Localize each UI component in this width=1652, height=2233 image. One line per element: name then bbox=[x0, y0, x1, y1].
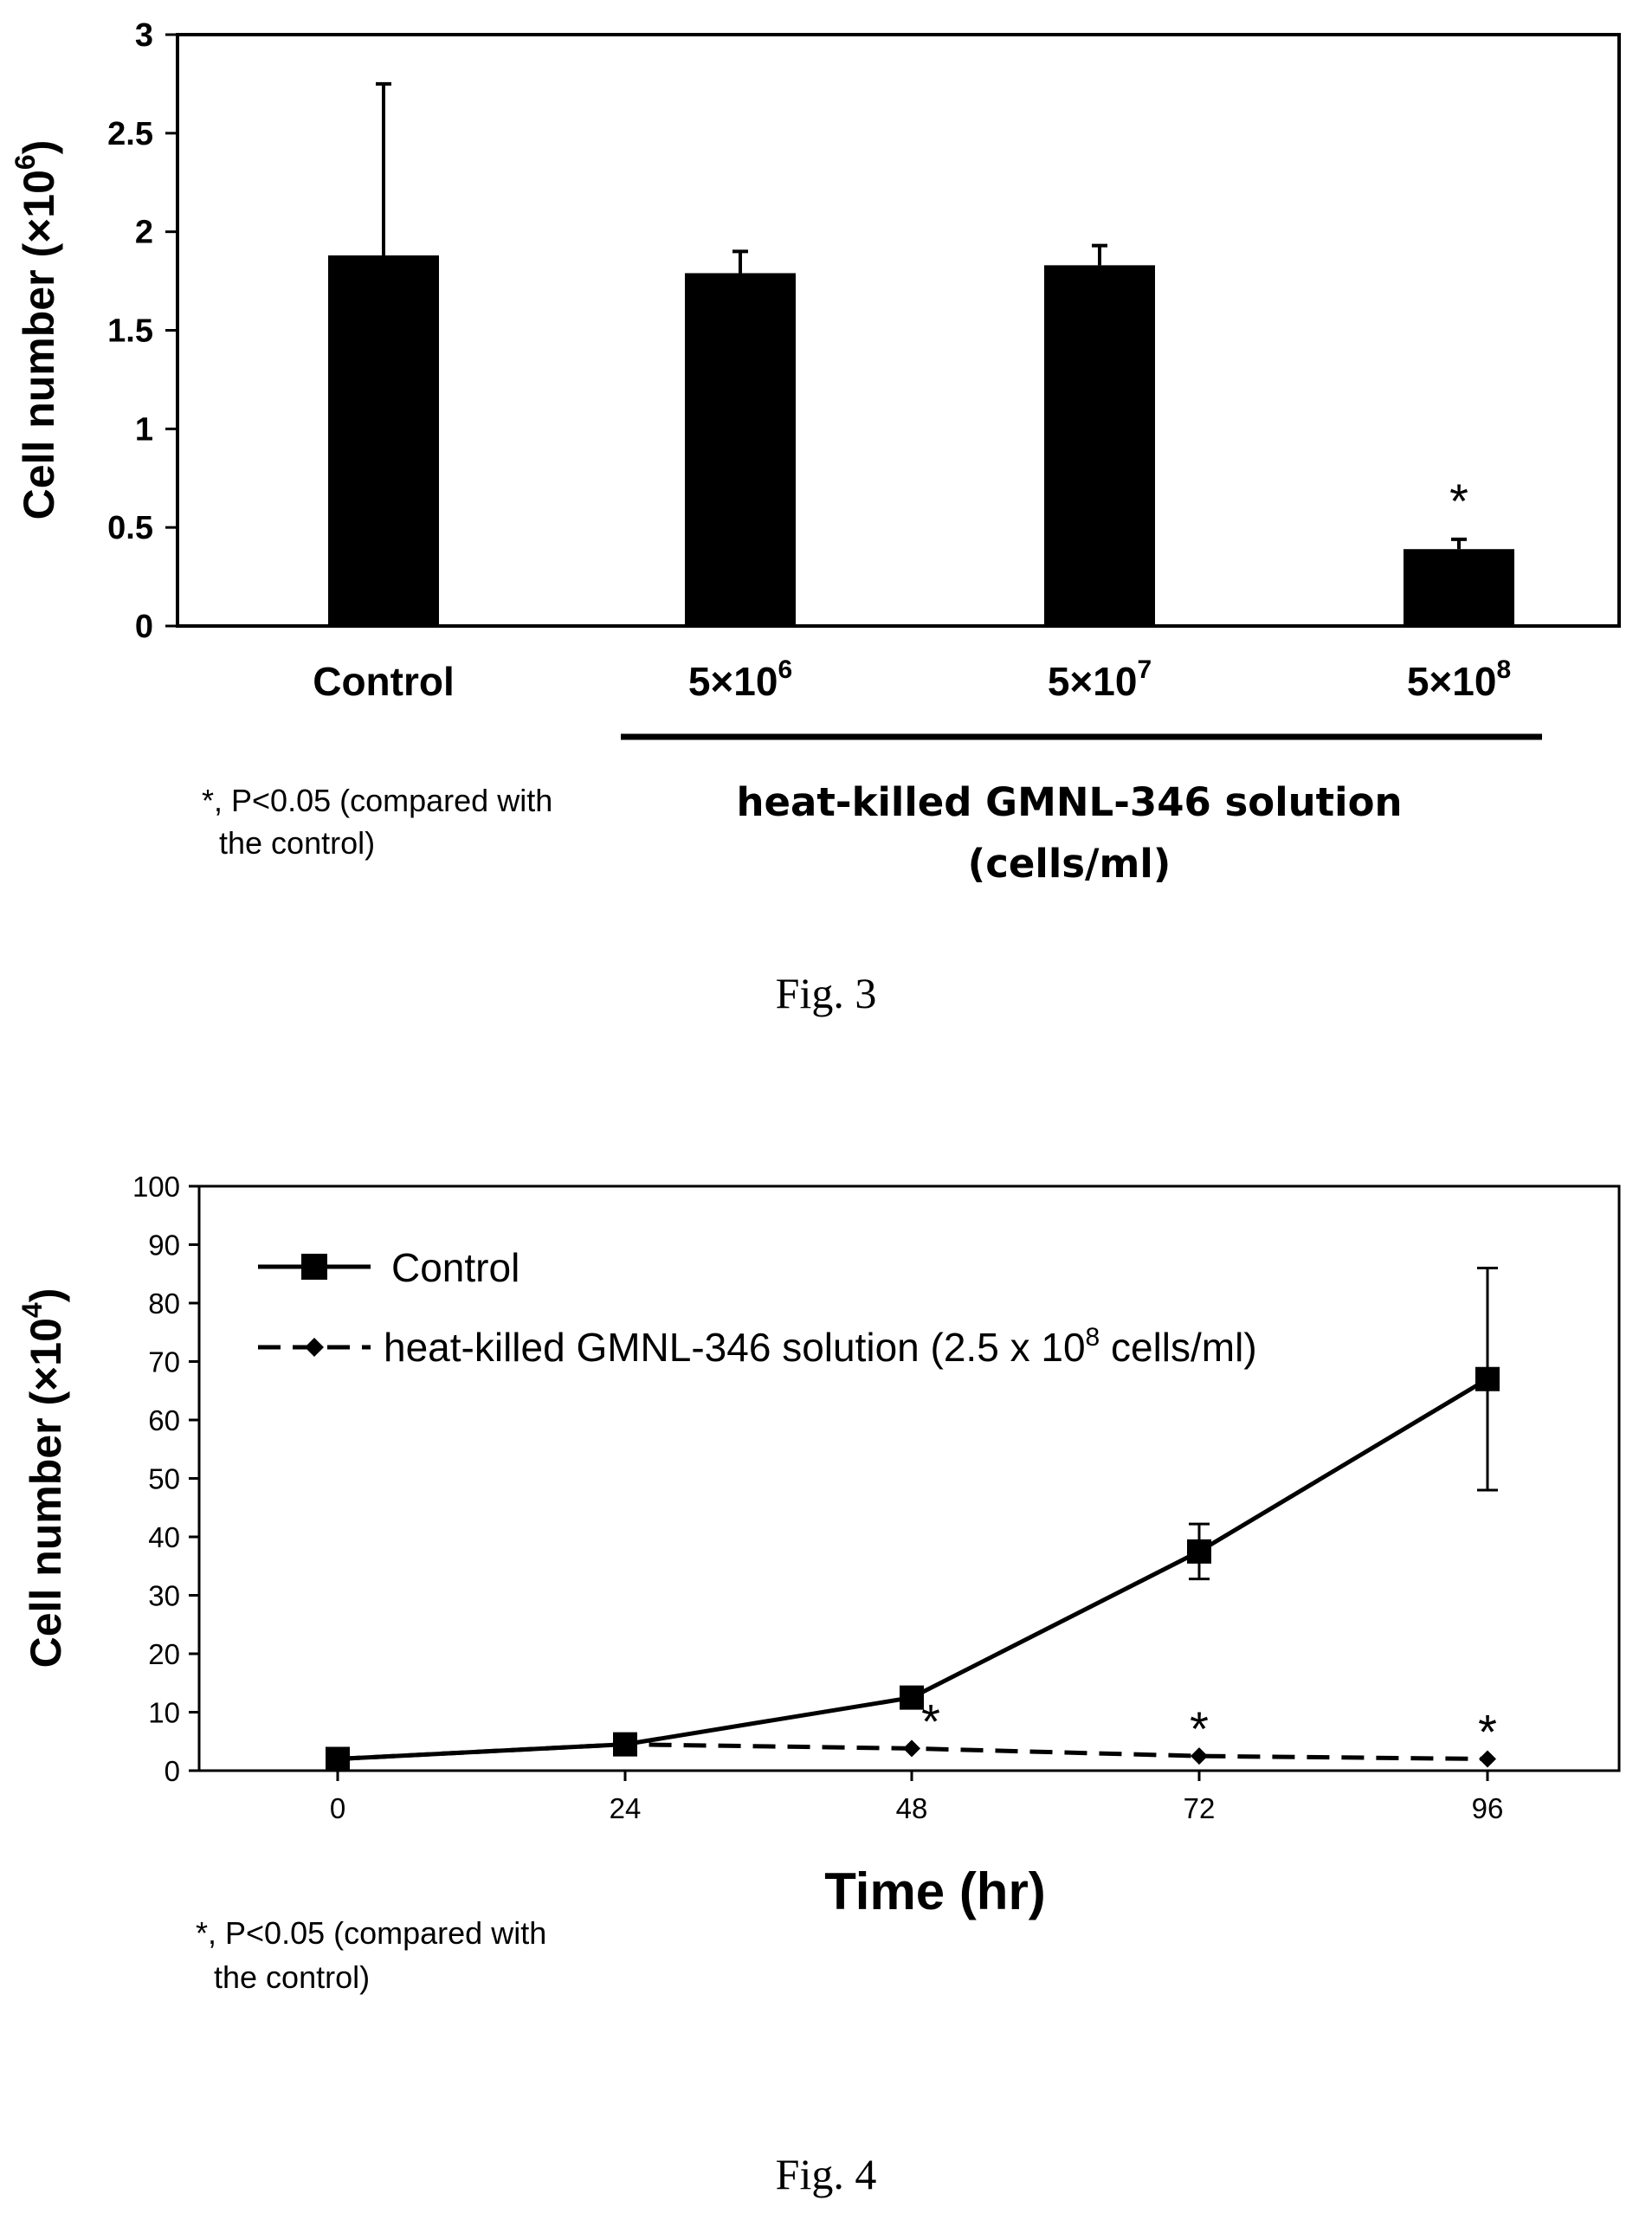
bar-y-tick-label: 2.5 bbox=[107, 116, 153, 152]
bar-category-label: 5×108 bbox=[1407, 655, 1511, 704]
bar-y-tick-label: 0.5 bbox=[107, 510, 153, 546]
line-x-tick-label: 72 bbox=[1184, 1792, 1216, 1824]
legend-treated-label: heat-killed GMNL-346 solution (2.5 x 108… bbox=[384, 1323, 1257, 1370]
bar bbox=[1404, 549, 1514, 626]
bar-chart: 0 0.5 1 1.5 2 2.5 3 * Cell number (×106) Contr… bbox=[10, 17, 1621, 1017]
line-y-tick-label: 40 bbox=[148, 1521, 180, 1553]
line-legend: Control heat-killed GMNL-346 solution (2… bbox=[258, 1245, 1257, 1370]
line-y-tick-label: 80 bbox=[148, 1288, 180, 1320]
control-series-point bbox=[900, 1685, 924, 1710]
line-y-tick-label: 70 bbox=[148, 1346, 180, 1378]
bar-y-tick-label: 3 bbox=[135, 17, 153, 54]
treated-series-point bbox=[1191, 1747, 1208, 1765]
control-series-point bbox=[326, 1746, 350, 1772]
line-y-tick-label: 100 bbox=[132, 1171, 180, 1203]
bar-y-axis-label: Cell number (×106) bbox=[10, 140, 63, 520]
bar-category-label: Control bbox=[313, 659, 455, 704]
line-y-tick-label: 50 bbox=[148, 1463, 180, 1495]
line-significance-marker: * bbox=[921, 1694, 940, 1748]
bar bbox=[328, 255, 439, 626]
line-x-tick-label: 24 bbox=[610, 1792, 642, 1824]
line-y-tick-label: 0 bbox=[165, 1755, 180, 1787]
line-y-axis-ticks: 0 10 20 30 40 50 60 70 80 90 100 bbox=[132, 1171, 199, 1787]
bar-category-label: 5×106 bbox=[688, 655, 792, 704]
bar bbox=[1044, 265, 1155, 626]
legend-treated-marker bbox=[305, 1338, 324, 1357]
line-y-tick-label: 90 bbox=[148, 1229, 180, 1262]
line-y-tick-label: 20 bbox=[148, 1638, 180, 1670]
line-x-tick-label: 48 bbox=[896, 1792, 928, 1824]
figure-3-label: Fig. 3 bbox=[776, 969, 877, 1017]
treatment-group-label-line2: (cells/ml) bbox=[968, 841, 1171, 887]
bar-footnote-line1: *, P<0.05 (compared with bbox=[202, 783, 552, 818]
bar-category-labels: Control 5×106 5×107 5×108 bbox=[313, 655, 1511, 704]
line-y-tick-label: 30 bbox=[148, 1580, 180, 1612]
bar-y-tick-label: 0 bbox=[135, 609, 153, 645]
line-x-axis-label: Time (hr) bbox=[824, 1862, 1046, 1920]
bar bbox=[685, 273, 796, 626]
bar-y-axis-ticks: 0 0.5 1 1.5 2 2.5 3 bbox=[107, 17, 177, 645]
line-chart: 0 10 20 30 40 50 60 70 80 90 100 0 24 48 72 96 * * * Cel… bbox=[16, 1171, 1621, 2198]
control-series-point bbox=[613, 1732, 637, 1757]
bar-footnote-line2: the control) bbox=[219, 825, 375, 861]
control-series-point bbox=[1475, 1366, 1500, 1391]
line-y-tick-label: 60 bbox=[148, 1404, 180, 1436]
line-significance-marker: * bbox=[1190, 1701, 1209, 1756]
line-x-tick-label: 0 bbox=[330, 1792, 345, 1824]
line-footnote-line1: *, P<0.05 (compared with bbox=[196, 1915, 546, 1951]
bar-y-tick-label: 1 bbox=[135, 411, 153, 448]
treated-series-point bbox=[903, 1739, 920, 1758]
treatment-group-label-line1: heat-killed GMNL-346 solution bbox=[736, 779, 1402, 825]
bar-y-tick-label: 1.5 bbox=[107, 313, 153, 350]
figure-4-label: Fig. 4 bbox=[776, 2150, 877, 2198]
line-x-axis-ticks: 0 24 48 72 96 bbox=[330, 1771, 1504, 1824]
bar-series: * bbox=[328, 81, 1514, 626]
treated-series-point bbox=[1479, 1750, 1496, 1768]
legend-control-label: Control bbox=[391, 1245, 519, 1290]
line-footnote-line2: the control) bbox=[214, 1959, 370, 1995]
line-y-axis-label: Cell number (×104) bbox=[16, 1288, 70, 1668]
bar-significance-marker: * bbox=[1449, 474, 1468, 528]
legend-control-marker bbox=[301, 1254, 327, 1280]
bar-y-tick-label: 2 bbox=[135, 215, 153, 251]
line-x-tick-label: 96 bbox=[1472, 1792, 1504, 1824]
line-y-tick-label: 10 bbox=[148, 1697, 180, 1729]
line-significance-marker: * bbox=[1478, 1705, 1497, 1759]
bar-category-label: 5×107 bbox=[1048, 655, 1152, 704]
control-series-point bbox=[1187, 1539, 1211, 1564]
line-series: * * * bbox=[326, 1267, 1500, 1772]
